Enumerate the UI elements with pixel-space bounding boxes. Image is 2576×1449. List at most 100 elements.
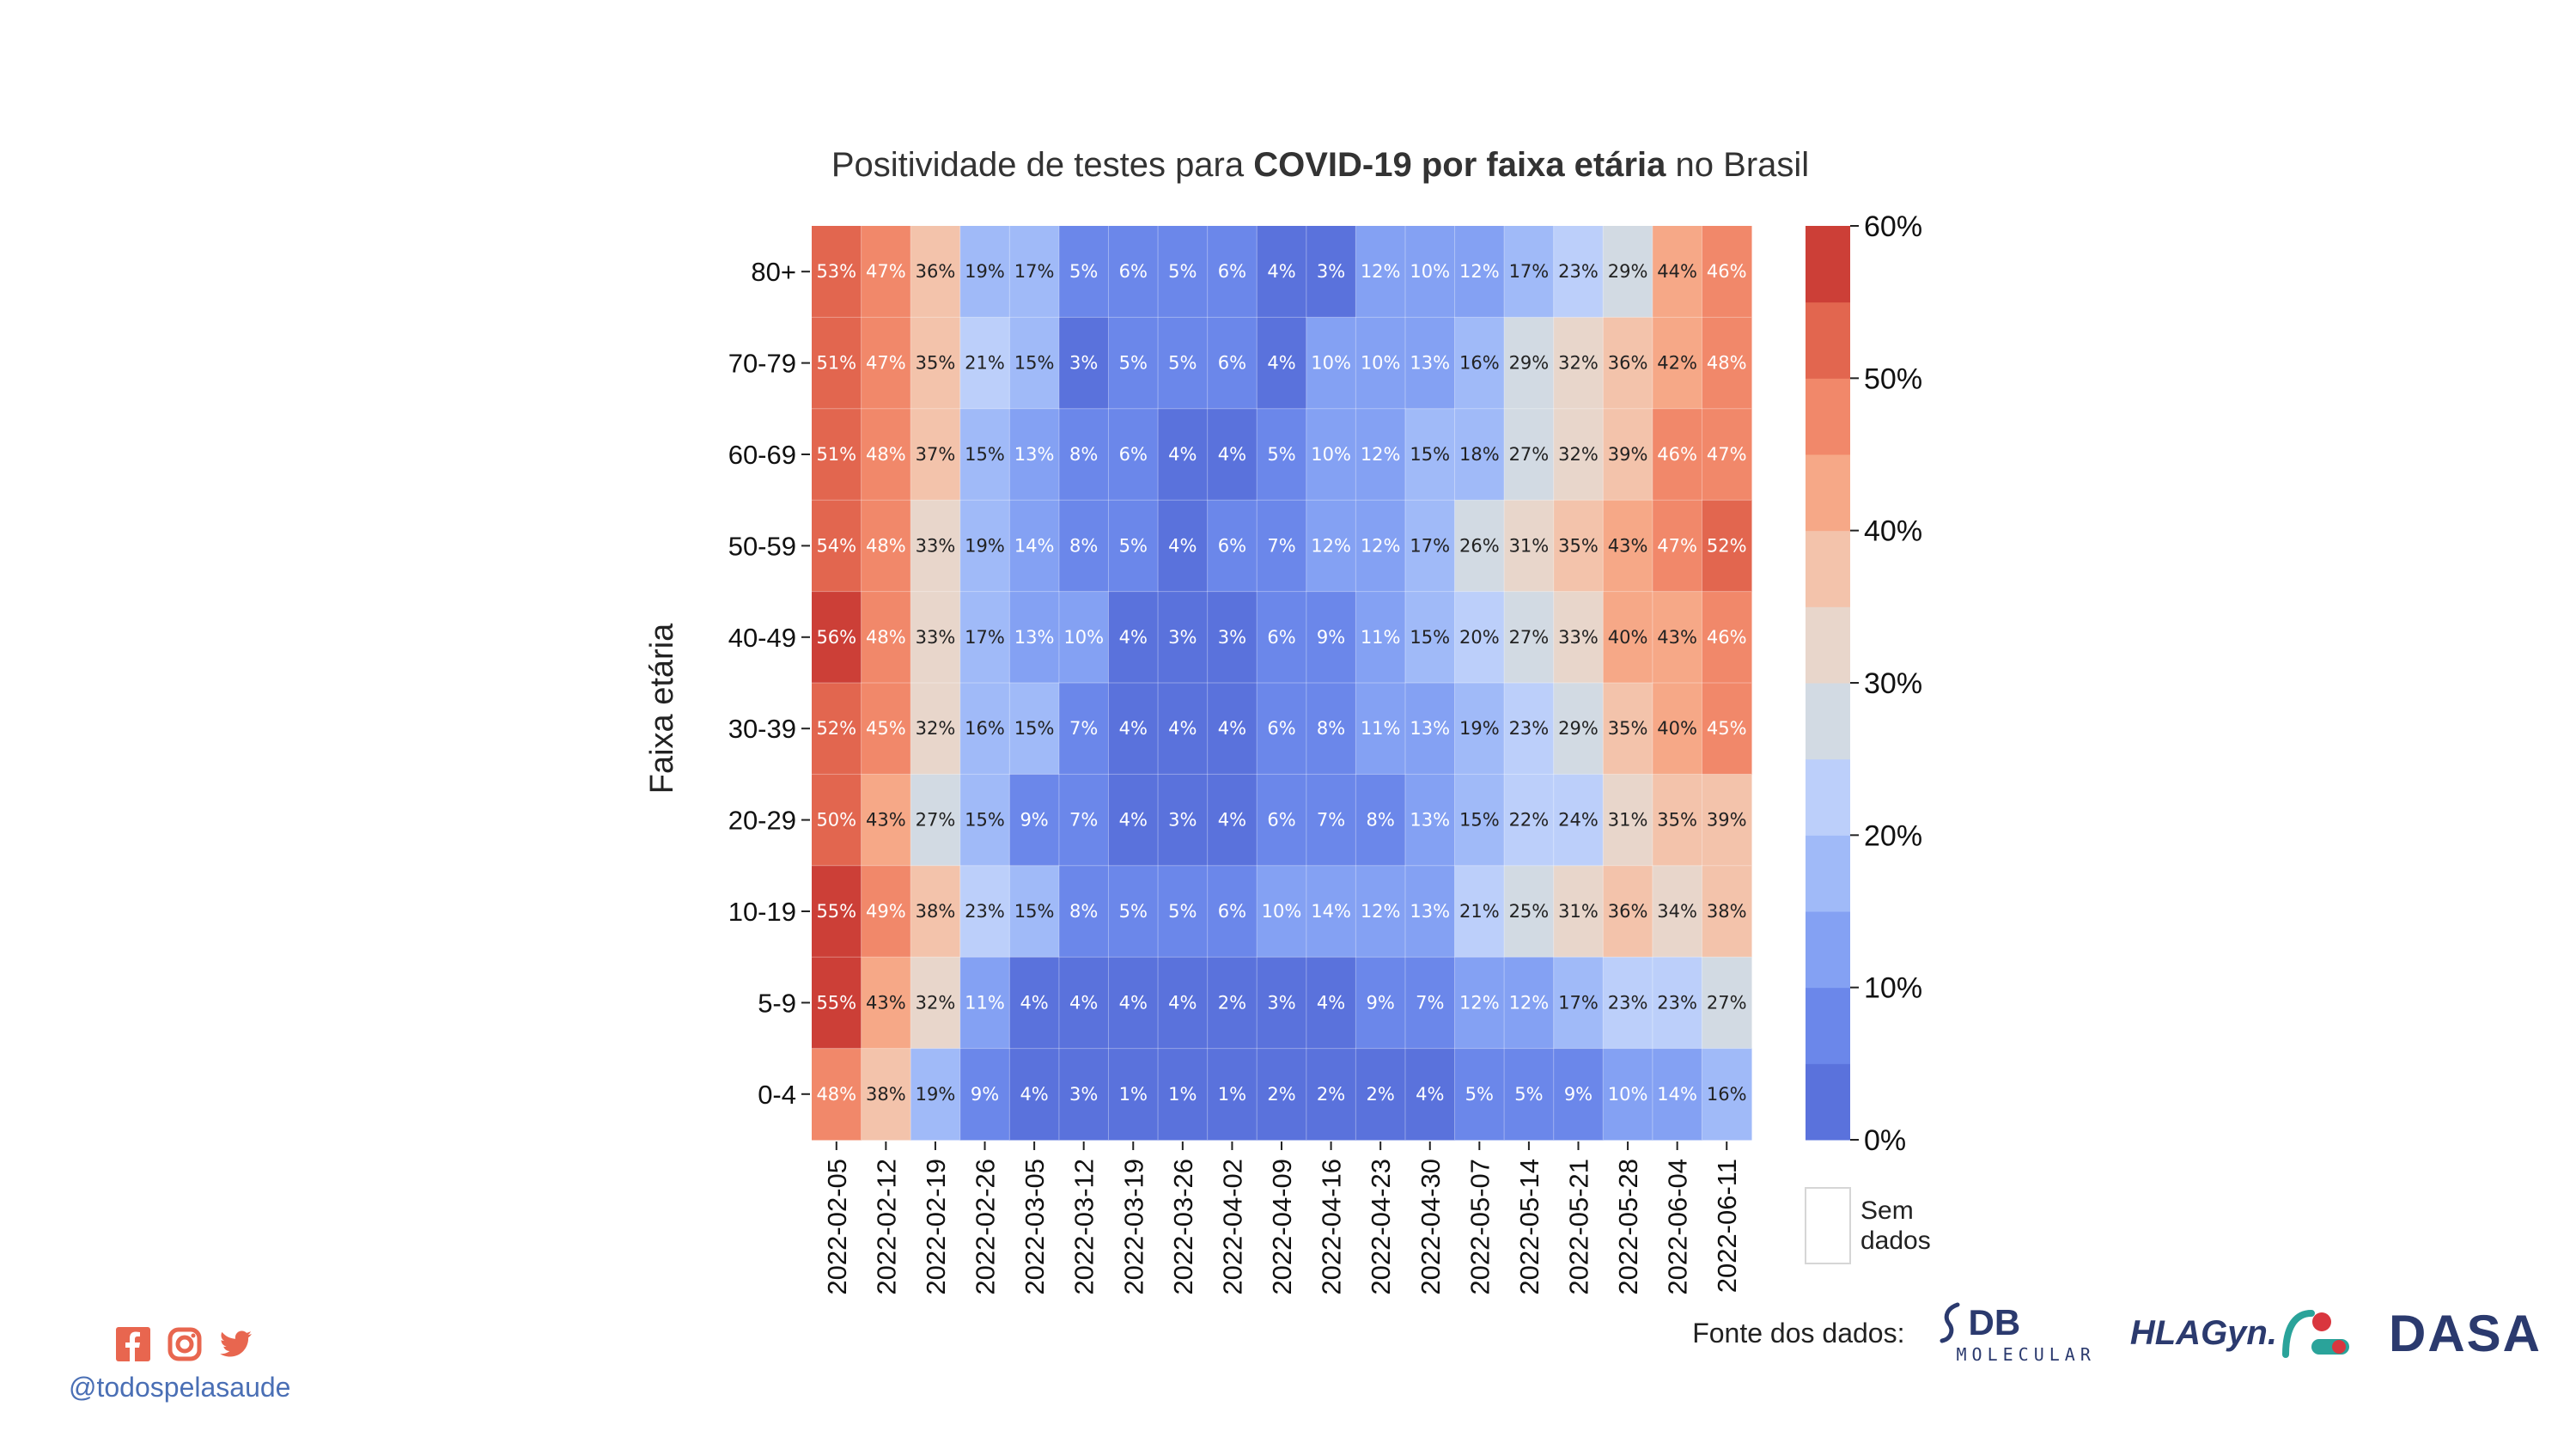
instagram-icon[interactable]	[167, 1327, 202, 1361]
heatmap-cell	[1504, 1048, 1555, 1141]
heatmap-cell	[1058, 865, 1109, 958]
facebook-icon[interactable]	[116, 1327, 150, 1361]
heatmap-cell	[1454, 865, 1505, 958]
x-tick-label: 2022-02-05	[822, 1159, 852, 1295]
heatmap-cell	[1702, 317, 1752, 410]
heatmap-cell	[910, 226, 961, 318]
colorbar-segment	[1806, 454, 1850, 532]
x-tick-label: 2022-04-16	[1317, 1159, 1347, 1295]
heatmap-cell	[1404, 1048, 1456, 1141]
cell-value-label: 13%	[1014, 444, 1055, 465]
cell-value-label: 15%	[1459, 810, 1500, 831]
heatmap-cell	[1702, 500, 1752, 593]
heatmap-cell	[1603, 865, 1653, 958]
heatmap-cell	[1108, 408, 1159, 501]
heatmap-cell	[1454, 957, 1505, 1050]
heatmap-cell	[1603, 774, 1653, 867]
cell-value-label: 29%	[1558, 718, 1599, 739]
heatmap-cell	[1702, 1048, 1752, 1141]
cell-value-label: 7%	[1069, 810, 1098, 831]
cell-value-label: 43%	[866, 810, 906, 831]
cell-value-label: 32%	[1558, 353, 1599, 374]
social-footer: @todospelasaude	[69, 1327, 318, 1403]
heatmap-cell	[1454, 317, 1505, 410]
heatmap-cell	[1504, 408, 1555, 501]
colorbar-tick-label: 40%	[1864, 515, 1922, 548]
cell-value-label: 9%	[1317, 627, 1345, 648]
heatmap-cell	[1257, 500, 1307, 593]
heatmap-cell	[1454, 683, 1505, 775]
heatmap-cell	[910, 957, 961, 1050]
cell-value-label: 34%	[1657, 901, 1697, 922]
cell-value-label: 12%	[1361, 535, 1401, 556]
heatmap-cell	[812, 317, 862, 410]
cell-value-label: 4%	[1119, 718, 1148, 739]
data-source-footer: Fonte dos dados: DB MOLECULAR HLAGyn. DA…	[1692, 1301, 2542, 1365]
heatmap-cell	[1306, 865, 1356, 958]
heatmap-cell	[1504, 500, 1555, 593]
cell-value-label: 16%	[1459, 353, 1500, 374]
heatmap-cell	[1652, 317, 1702, 410]
heatmap-cell	[910, 1048, 961, 1141]
cell-value-label: 4%	[1416, 1084, 1444, 1105]
heatmap-cell	[910, 591, 961, 684]
cell-value-label: 43%	[1608, 535, 1648, 556]
cell-value-label: 9%	[1020, 810, 1048, 831]
db-logo-subtext: MOLECULAR	[1956, 1344, 2096, 1365]
cell-value-label: 55%	[816, 901, 856, 922]
cell-value-label: 12%	[1459, 261, 1500, 282]
heatmap-cell	[1702, 865, 1752, 958]
heatmap-cell	[1009, 226, 1060, 318]
cell-value-label: 17%	[1558, 992, 1599, 1013]
heatmap-cell	[1058, 408, 1109, 501]
heatmap-cell	[1009, 317, 1060, 410]
cell-value-label: 42%	[1657, 353, 1697, 374]
cell-value-label: 37%	[916, 444, 956, 465]
social-handle[interactable]: @todospelasaude	[69, 1372, 291, 1403]
heatmap-cell	[1207, 865, 1258, 958]
twitter-icon[interactable]	[219, 1327, 253, 1361]
cell-value-label: 39%	[1608, 444, 1648, 465]
heatmap-cell	[1108, 591, 1159, 684]
cell-value-label: 10%	[1311, 353, 1351, 374]
cell-value-label: 6%	[1218, 353, 1246, 374]
cell-value-label: 4%	[1119, 992, 1148, 1013]
heatmap-cell	[910, 774, 961, 867]
db-logo-text: DB	[1968, 1302, 2021, 1342]
cell-value-label: 10%	[1063, 627, 1104, 648]
cell-value-label: 48%	[866, 627, 906, 648]
cell-value-label: 12%	[1311, 535, 1351, 556]
cell-value-label: 52%	[1707, 535, 1747, 556]
heatmap-cell	[1009, 683, 1060, 775]
cell-value-label: 31%	[1509, 535, 1550, 556]
cell-value-label: 43%	[866, 992, 906, 1013]
heatmap-cell	[1454, 226, 1505, 318]
cell-value-label: 39%	[1707, 810, 1747, 831]
cell-value-label: 5%	[1119, 353, 1148, 374]
heatmap-cell	[1652, 774, 1702, 867]
heatmap-cell	[1108, 500, 1159, 593]
y-tick-labels: 80+ 70-79 60-69 50-59 40-49 30-39 20-29 10-19 5-…	[728, 257, 810, 1110]
cell-value-label: 4%	[1119, 627, 1148, 648]
cell-value-label: 47%	[1657, 535, 1697, 556]
heatmap-cell	[1553, 408, 1604, 501]
cell-value-label: 23%	[1657, 992, 1697, 1013]
cell-value-label: 1%	[1218, 1084, 1246, 1105]
cell-value-label: 10%	[1311, 444, 1351, 465]
heatmap-cell	[1108, 1048, 1159, 1141]
heatmap-cell	[910, 683, 961, 775]
heatmap-cell	[1058, 226, 1109, 318]
heatmap-cell	[1257, 957, 1307, 1050]
heatmap-cell	[1404, 683, 1456, 775]
cell-value-label: 40%	[1608, 627, 1648, 648]
cell-value-label: 17%	[1509, 261, 1550, 282]
cell-value-label: 23%	[1558, 261, 1599, 282]
y-tick-label: 5-9	[758, 988, 796, 1018]
cell-value-label: 48%	[866, 444, 906, 465]
heatmap-cell	[1603, 500, 1653, 593]
heatmap-cell	[1355, 683, 1406, 775]
heatmap-cell	[1652, 226, 1702, 318]
cell-value-label: 15%	[1014, 901, 1055, 922]
no-data-label-line2: dados	[1860, 1227, 1931, 1255]
heatmap-cell	[1306, 683, 1356, 775]
